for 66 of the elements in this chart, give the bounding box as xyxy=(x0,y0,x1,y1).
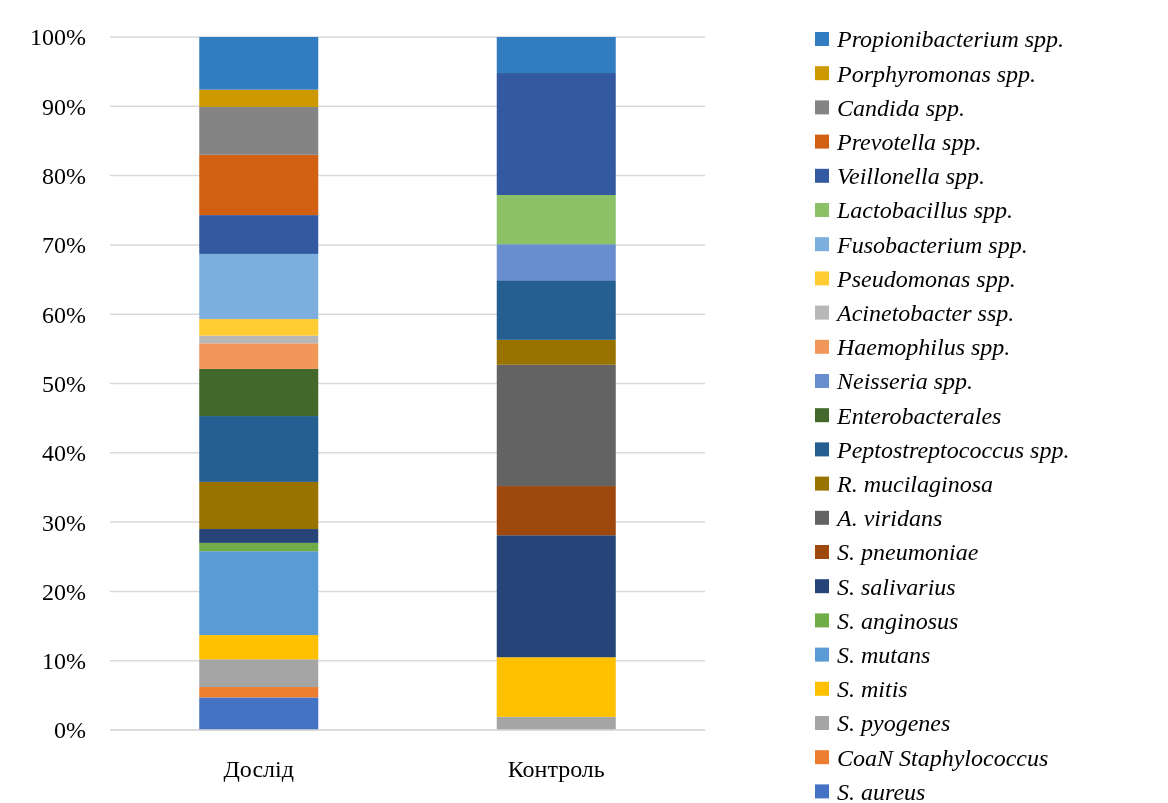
bar xyxy=(199,37,319,90)
bar xyxy=(496,486,616,536)
bar xyxy=(496,339,616,365)
legend-label: S. anginosus xyxy=(837,607,959,634)
y-tick-label: 50% xyxy=(42,370,86,397)
bar xyxy=(496,37,616,74)
bar xyxy=(199,416,319,482)
y-tick-label: 80% xyxy=(42,163,86,189)
bar xyxy=(199,215,319,254)
legend-label: Haemophilus spp. xyxy=(836,334,1011,361)
legend-label: CoaN Staphylococcus xyxy=(837,744,1049,771)
legend-label: Prevotella spp. xyxy=(836,129,982,155)
legend-label: Pseudomonas spp. xyxy=(836,265,1016,292)
bar xyxy=(496,657,616,717)
bar xyxy=(199,697,319,730)
bar xyxy=(199,319,319,336)
legend-label: Lactobacillus spp. xyxy=(836,197,1014,224)
bar xyxy=(199,551,319,636)
bar xyxy=(496,364,616,487)
y-tick-label: 30% xyxy=(42,509,86,536)
legend-label: S. mitis xyxy=(837,676,908,703)
legend-label: Fusobacterium spp. xyxy=(836,231,1028,258)
bar xyxy=(199,635,319,660)
legend-label: Candida spp. xyxy=(837,94,966,121)
y-tick-label: 10% xyxy=(42,648,86,675)
x-tick-label: Контроль xyxy=(507,756,605,782)
legend-label: Peptostreptococcus spp. xyxy=(836,436,1070,463)
bar xyxy=(199,542,319,552)
bar xyxy=(199,343,319,369)
bar xyxy=(199,481,319,530)
legend-label: Propionibacterium spp. xyxy=(836,26,1065,53)
legend-label: S. aureus xyxy=(837,778,926,803)
bar xyxy=(199,659,319,688)
legend-label: S. pneumoniae xyxy=(837,539,979,566)
bar xyxy=(199,529,319,543)
y-tick-label: 40% xyxy=(42,440,86,467)
bar xyxy=(199,335,319,344)
legend-label: Acinetobacter ssp. xyxy=(835,300,1015,326)
y-tick-label: 20% xyxy=(42,578,86,605)
bar xyxy=(199,154,319,216)
legend-label: Enterobacterales xyxy=(836,402,1002,429)
y-tick-label: 100% xyxy=(30,24,86,51)
legend-label: Neisseria spp. xyxy=(836,368,974,395)
legend-label: Porphyromonas spp. xyxy=(836,60,1037,87)
bar xyxy=(199,89,319,107)
legend-label: S. salivarius xyxy=(837,573,956,600)
legend-label: Veillonella spp. xyxy=(837,163,985,190)
bar xyxy=(199,687,319,698)
y-tick-label: 0% xyxy=(54,717,86,744)
bar xyxy=(496,244,616,281)
y-tick-label: 60% xyxy=(42,301,86,328)
y-tick-label: 70% xyxy=(42,232,86,259)
legend-label: S. mutans xyxy=(837,642,931,668)
legend-label: R. mucilaginosa xyxy=(836,471,993,497)
bar xyxy=(199,253,319,320)
bar xyxy=(496,716,616,730)
bar xyxy=(199,368,319,417)
bar xyxy=(496,73,616,195)
bar xyxy=(496,280,616,340)
bar xyxy=(199,106,319,155)
legend-label: A. viridans xyxy=(835,505,943,532)
x-tick-label: Дослід xyxy=(223,756,294,782)
bar xyxy=(496,535,616,658)
y-tick-label: 90% xyxy=(42,93,86,120)
legend-label: S. pyogenes xyxy=(837,710,951,737)
bar xyxy=(496,195,616,245)
